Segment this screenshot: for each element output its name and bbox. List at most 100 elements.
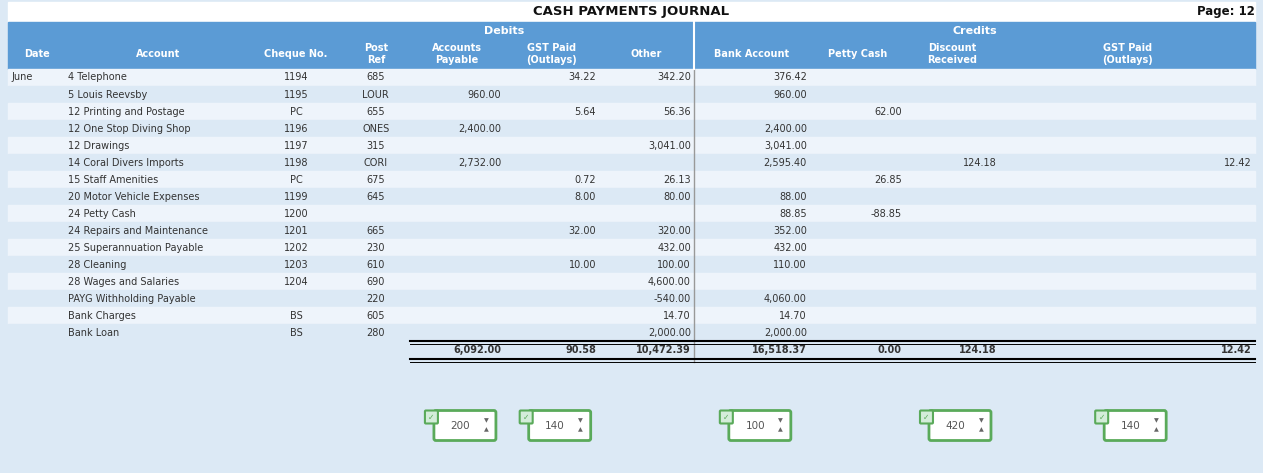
Text: ▼: ▼ [484,418,489,423]
Text: 605: 605 [366,310,385,321]
Text: 28 Wages and Salaries: 28 Wages and Salaries [68,277,179,287]
Bar [8,39,1255,69]
Text: CASH PAYMENTS JOURNAL: CASH PAYMENTS JOURNAL [533,6,730,18]
Text: PC: PC [289,106,302,116]
Bar [8,364,1255,471]
Text: ▼: ▼ [1154,418,1158,423]
Text: 25 Superannuation Payable: 25 Superannuation Payable [68,243,203,253]
Bar [8,273,1255,290]
Text: ▲: ▲ [1154,428,1158,433]
Text: Account: Account [135,49,179,59]
FancyBboxPatch shape [434,411,496,440]
Text: LOUR: LOUR [362,89,389,99]
Text: 2,400.00: 2,400.00 [458,123,501,133]
Text: ▼: ▼ [578,418,584,423]
Text: ✓: ✓ [1099,412,1105,421]
Text: Date: Date [24,49,49,59]
Bar [8,256,1255,273]
Text: 4,600.00: 4,600.00 [648,277,691,287]
Bar [8,137,1255,154]
Bar [8,290,1255,307]
Text: 320.00: 320.00 [657,226,691,236]
Bar [8,22,1255,39]
Text: 0.72: 0.72 [575,175,596,184]
Bar [8,2,1255,22]
Text: 12.42: 12.42 [1224,158,1252,167]
Text: 420: 420 [946,420,965,430]
Text: 1204: 1204 [284,277,308,287]
Text: PAYG Withholding Payable: PAYG Withholding Payable [68,294,196,304]
Text: 220: 220 [366,294,385,304]
Text: ▼: ▼ [778,418,783,423]
FancyBboxPatch shape [919,411,933,423]
Text: Bank Charges: Bank Charges [68,310,136,321]
Text: 2,000.00: 2,000.00 [648,327,691,338]
Text: 14.70: 14.70 [779,310,807,321]
Text: ONES: ONES [362,123,389,133]
Text: 432.00: 432.00 [657,243,691,253]
FancyBboxPatch shape [729,411,791,440]
Text: Accounts
Payable: Accounts Payable [432,43,482,65]
Text: June: June [11,72,33,82]
Text: 200: 200 [451,420,470,430]
Text: 56.36: 56.36 [663,106,691,116]
Text: GST Paid
(Outlays): GST Paid (Outlays) [527,43,577,65]
Text: 352.00: 352.00 [773,226,807,236]
Text: Petty Cash: Petty Cash [827,49,887,59]
Text: ✓: ✓ [923,412,930,421]
Text: 1197: 1197 [284,140,308,150]
Bar [8,120,1255,137]
Text: 15 Staff Amenities: 15 Staff Amenities [68,175,159,184]
Text: 34.22: 34.22 [568,72,596,82]
FancyBboxPatch shape [519,411,533,423]
Text: ▲: ▲ [578,428,584,433]
Text: 342.20: 342.20 [657,72,691,82]
FancyBboxPatch shape [1095,411,1108,423]
Text: 1199: 1199 [284,192,308,201]
Text: 6,092.00: 6,092.00 [453,345,501,355]
Text: 88.85: 88.85 [779,209,807,219]
Bar [8,103,1255,120]
Text: Cheque No.: Cheque No. [264,49,327,59]
Text: 80.00: 80.00 [663,192,691,201]
Text: 10.00: 10.00 [568,260,596,270]
Text: 2,732.00: 2,732.00 [458,158,501,167]
Bar [8,307,1255,324]
Text: 8.00: 8.00 [575,192,596,201]
Text: 124.18: 124.18 [962,158,997,167]
Text: 16,518.37: 16,518.37 [751,345,807,355]
Text: Post
Ref: Post Ref [364,43,388,65]
Text: 110.00: 110.00 [773,260,807,270]
Text: -540.00: -540.00 [653,294,691,304]
Text: 14.70: 14.70 [663,310,691,321]
FancyBboxPatch shape [529,411,591,440]
Text: ▲: ▲ [484,428,489,433]
Bar [8,171,1255,188]
Text: 655: 655 [366,106,385,116]
Text: ▲: ▲ [778,428,783,433]
FancyBboxPatch shape [720,411,733,423]
Bar [8,188,1255,205]
Bar [8,69,1255,86]
Text: BS: BS [289,327,302,338]
Text: Debits: Debits [484,26,524,35]
Bar [8,341,1255,359]
Text: 376.42: 376.42 [773,72,807,82]
Text: 1196: 1196 [284,123,308,133]
Text: 432.00: 432.00 [773,243,807,253]
Text: 12 Printing and Postage: 12 Printing and Postage [68,106,184,116]
Text: 690: 690 [366,277,385,287]
Text: Page: 12: Page: 12 [1197,6,1255,18]
Text: 5.64: 5.64 [575,106,596,116]
Text: 100.00: 100.00 [657,260,691,270]
Text: 2,595.40: 2,595.40 [764,158,807,167]
Text: 315: 315 [366,140,385,150]
Text: 5 Louis Reevsby: 5 Louis Reevsby [68,89,148,99]
Text: 88.00: 88.00 [779,192,807,201]
Text: GST Paid
(Outlays): GST Paid (Outlays) [1101,43,1153,65]
Text: 2,400.00: 2,400.00 [764,123,807,133]
Text: 960.00: 960.00 [773,89,807,99]
Text: Credits: Credits [952,26,997,35]
Bar [8,324,1255,341]
Text: Other: Other [630,49,662,59]
